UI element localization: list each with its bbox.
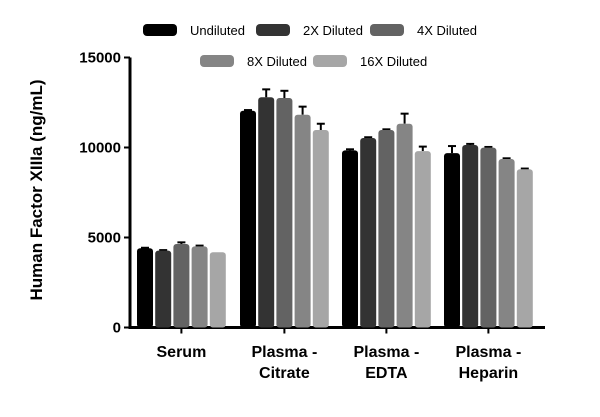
bar — [360, 137, 377, 328]
bar — [294, 114, 311, 328]
bar — [342, 150, 358, 328]
bar — [155, 250, 172, 328]
legend-label: 16X Diluted — [360, 54, 427, 69]
legend-label: 4X Diluted — [417, 23, 477, 38]
bar — [209, 252, 226, 328]
x-tick-label: Heparin — [459, 365, 519, 382]
bar — [480, 147, 497, 328]
y-tick-label: 15000 — [79, 50, 121, 67]
bar — [137, 248, 153, 328]
legend-swatch — [256, 24, 290, 36]
x-tick-label: Plasma - — [455, 344, 521, 361]
bar — [414, 151, 431, 328]
bar — [462, 144, 479, 328]
bar — [173, 243, 190, 328]
bar — [498, 159, 515, 328]
y-tick-label: 10000 — [79, 140, 121, 157]
bar — [191, 246, 208, 328]
y-tick-label: 5000 — [88, 230, 121, 247]
bar — [444, 153, 460, 328]
legend-swatch — [313, 55, 347, 67]
x-tick-label: Citrate — [259, 365, 310, 382]
bar — [258, 97, 275, 328]
bar — [276, 98, 293, 328]
legend-label: Undiluted — [190, 23, 245, 38]
y-tick-label: 0 — [113, 320, 121, 337]
legend-label: 8X Diluted — [247, 54, 307, 69]
x-tick-label: Serum — [157, 344, 207, 361]
bar — [378, 130, 395, 328]
bar — [516, 169, 533, 328]
y-axis-label: Human Factor XIIIa (ng/mL) — [27, 79, 46, 300]
x-tick-label: Plasma - — [353, 344, 419, 361]
bar — [240, 110, 256, 328]
legend-swatch — [143, 24, 177, 36]
x-tick-label: Plasma - — [251, 344, 317, 361]
legend-swatch — [200, 55, 234, 67]
bar — [396, 123, 413, 328]
x-tick-label: EDTA — [365, 365, 408, 382]
bar — [312, 130, 329, 328]
legend-swatch — [370, 24, 404, 36]
legend-label: 2X Diluted — [303, 23, 363, 38]
